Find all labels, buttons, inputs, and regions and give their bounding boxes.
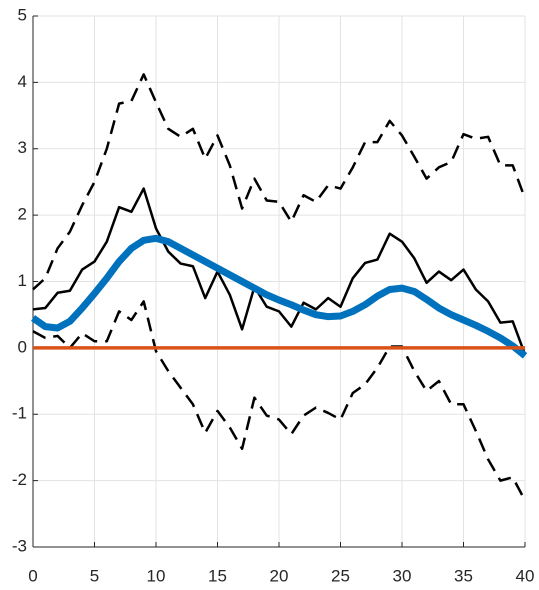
x-tick-label: 15 — [208, 566, 227, 585]
y-tick-label: -3 — [12, 536, 27, 555]
y-tick-label: 0 — [18, 337, 27, 356]
x-tick-label: 20 — [270, 566, 289, 585]
y-tick-label: 4 — [18, 72, 27, 91]
y-tick-label: 1 — [18, 271, 27, 290]
x-tick-label: 0 — [28, 566, 37, 585]
series-line — [32, 300, 527, 502]
y-tick-label: -1 — [12, 404, 27, 423]
x-tick-label: 25 — [331, 566, 350, 585]
series-line — [30, 234, 528, 359]
series-line — [32, 73, 527, 291]
y-tick-label: -2 — [12, 470, 27, 489]
y-tick-label: 5 — [18, 5, 27, 24]
x-tick-label: 10 — [147, 566, 166, 585]
x-tick-label: 40 — [516, 566, 535, 585]
y-tick-label: 2 — [18, 205, 27, 224]
x-tick-label: 35 — [454, 566, 473, 585]
x-tick-label: 30 — [393, 566, 412, 585]
x-tick-label: 5 — [90, 566, 99, 585]
y-tick-label: 3 — [18, 138, 27, 157]
series-line — [32, 187, 527, 355]
